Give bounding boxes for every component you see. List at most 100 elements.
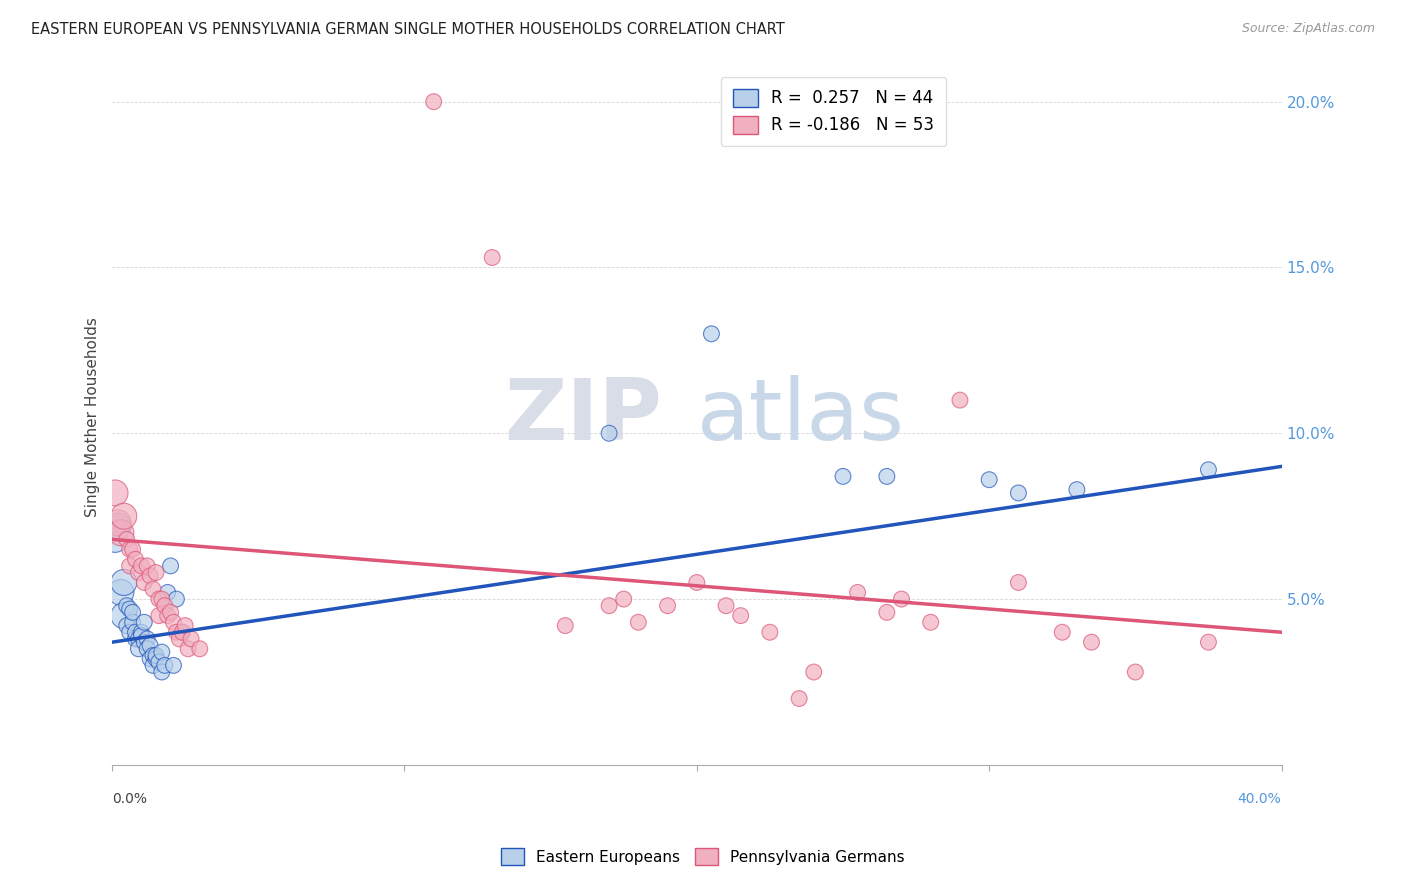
Point — [124, 632, 146, 646]
Text: 0.0%: 0.0% — [112, 792, 148, 806]
Point — [787, 691, 810, 706]
Point — [686, 575, 709, 590]
Point — [121, 542, 143, 557]
Point — [110, 525, 132, 540]
Point — [124, 625, 146, 640]
Point — [159, 558, 181, 573]
Point — [714, 599, 737, 613]
Point — [142, 658, 165, 673]
Point — [846, 585, 869, 599]
Point — [145, 652, 167, 666]
Point — [876, 605, 898, 619]
Point — [134, 615, 156, 630]
Point — [131, 628, 153, 642]
Point — [145, 566, 167, 580]
Point — [107, 516, 129, 530]
Point — [127, 632, 149, 646]
Point — [134, 635, 156, 649]
Point — [127, 566, 149, 580]
Point — [162, 658, 184, 673]
Point — [1052, 625, 1074, 640]
Point — [1125, 665, 1147, 679]
Point — [131, 558, 153, 573]
Point — [110, 585, 132, 599]
Point — [832, 469, 855, 483]
Point — [115, 599, 138, 613]
Point — [156, 608, 179, 623]
Point — [121, 605, 143, 619]
Point — [136, 632, 159, 646]
Point — [657, 599, 679, 613]
Point — [150, 665, 173, 679]
Point — [481, 251, 503, 265]
Text: 40.0%: 40.0% — [1237, 792, 1281, 806]
Point — [174, 618, 197, 632]
Point — [112, 509, 135, 524]
Point — [162, 615, 184, 630]
Point — [1066, 483, 1088, 497]
Point — [131, 625, 153, 640]
Point — [139, 569, 162, 583]
Point — [172, 625, 194, 640]
Point — [920, 615, 942, 630]
Legend: Eastern Europeans, Pennsylvania Germans: Eastern Europeans, Pennsylvania Germans — [495, 842, 911, 871]
Point — [159, 605, 181, 619]
Point — [165, 625, 187, 640]
Point — [104, 486, 127, 500]
Point — [118, 558, 141, 573]
Point — [150, 645, 173, 659]
Point — [165, 592, 187, 607]
Text: Source: ZipAtlas.com: Source: ZipAtlas.com — [1241, 22, 1375, 36]
Point — [148, 592, 170, 607]
Point — [118, 602, 141, 616]
Point — [700, 326, 723, 341]
Point — [112, 608, 135, 623]
Point — [104, 533, 127, 547]
Text: atlas: atlas — [697, 376, 905, 458]
Point — [803, 665, 825, 679]
Point — [134, 575, 156, 590]
Point — [121, 615, 143, 630]
Point — [118, 542, 141, 557]
Point — [180, 632, 202, 646]
Point — [172, 625, 194, 640]
Point — [148, 608, 170, 623]
Point — [1007, 486, 1029, 500]
Point — [979, 473, 1001, 487]
Point — [115, 618, 138, 632]
Point — [153, 599, 176, 613]
Point — [1007, 575, 1029, 590]
Point — [949, 393, 972, 408]
Point — [139, 652, 162, 666]
Point — [598, 599, 620, 613]
Point — [139, 639, 162, 653]
Point — [759, 625, 782, 640]
Point — [876, 469, 898, 483]
Legend: R =  0.257   N = 44, R = -0.186   N = 53: R = 0.257 N = 44, R = -0.186 N = 53 — [721, 77, 946, 146]
Point — [169, 632, 191, 646]
Point — [1197, 463, 1219, 477]
Point — [142, 582, 165, 596]
Point — [118, 625, 141, 640]
Point — [153, 658, 176, 673]
Point — [124, 552, 146, 566]
Y-axis label: Single Mother Households: Single Mother Households — [86, 317, 100, 516]
Point — [1080, 635, 1102, 649]
Point — [127, 641, 149, 656]
Point — [136, 641, 159, 656]
Point — [613, 592, 636, 607]
Point — [112, 575, 135, 590]
Point — [188, 641, 211, 656]
Point — [107, 519, 129, 533]
Point — [554, 618, 576, 632]
Point — [136, 558, 159, 573]
Point — [730, 608, 752, 623]
Text: EASTERN EUROPEAN VS PENNSYLVANIA GERMAN SINGLE MOTHER HOUSEHOLDS CORRELATION CHA: EASTERN EUROPEAN VS PENNSYLVANIA GERMAN … — [31, 22, 785, 37]
Point — [148, 655, 170, 669]
Text: ZIP: ZIP — [503, 376, 662, 458]
Point — [150, 592, 173, 607]
Point — [142, 648, 165, 663]
Point — [115, 533, 138, 547]
Point — [1197, 635, 1219, 649]
Point — [627, 615, 650, 630]
